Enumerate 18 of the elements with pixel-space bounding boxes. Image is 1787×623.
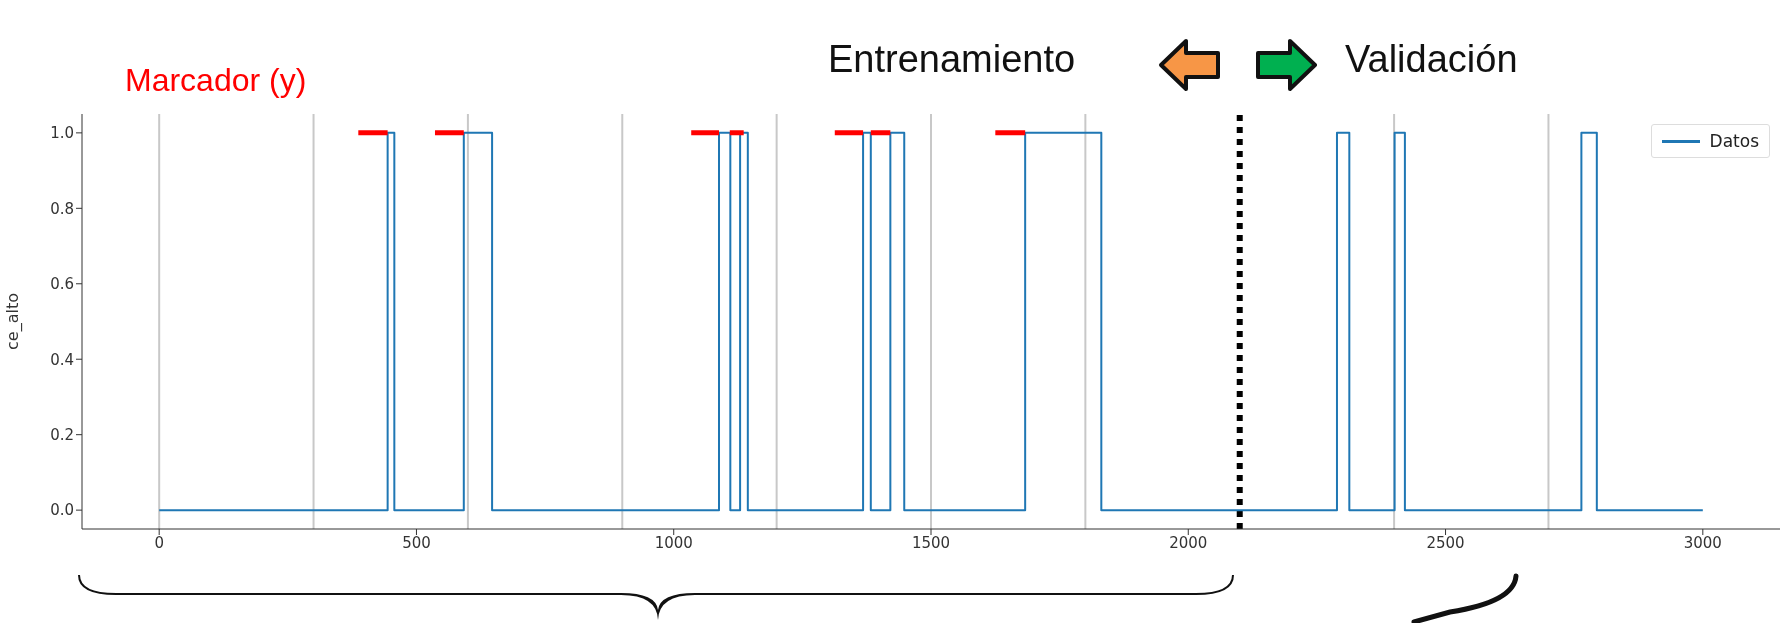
x-tick-label: 1000 — [654, 533, 693, 552]
series-label: Marcador (y) — [125, 62, 307, 99]
legend-label: Datos — [1709, 131, 1759, 151]
y-tick-label: 0.6 — [50, 275, 74, 294]
x-tick-label: 1500 — [911, 533, 951, 552]
y-tick-label: 0.2 — [50, 426, 74, 445]
x-tick-label: 500 — [402, 533, 431, 552]
text: Entrenamiento — [828, 38, 1076, 81]
y-tick-label: 0.8 — [50, 199, 74, 218]
y-axis-title: ce_alto — [2, 293, 23, 350]
y-tick-label: 1.0 — [50, 124, 74, 143]
x-tick-label: 0 — [154, 533, 164, 552]
x-tick-label: 3000 — [1683, 533, 1722, 552]
x-tick-label: 2500 — [1426, 533, 1465, 552]
y-tick-label: 0.4 — [50, 350, 74, 369]
x-tick-label: 2000 — [1169, 533, 1208, 552]
y-tick-label: 0.0 — [50, 501, 74, 520]
text: Validación — [1345, 38, 1518, 81]
